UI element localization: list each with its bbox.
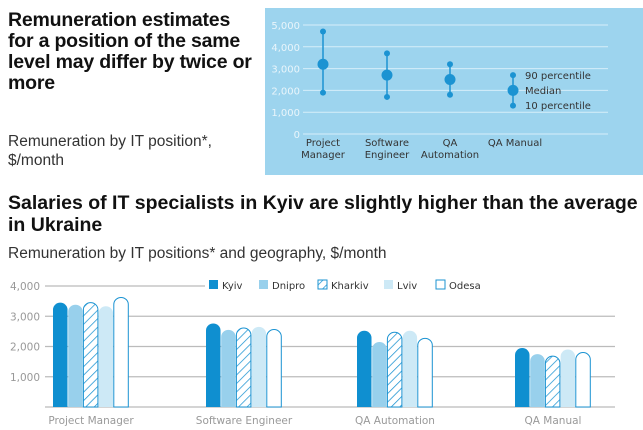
y-tick-label: 3,000 bbox=[271, 65, 300, 76]
bar-dnipro bbox=[68, 304, 83, 407]
legend-p90: 90 percentile bbox=[525, 71, 591, 82]
legend-label: Kyiv bbox=[222, 281, 243, 292]
bar-kharkiv bbox=[235, 327, 252, 408]
legend-label: Kharkiv bbox=[331, 281, 369, 292]
bar-kyiv bbox=[206, 323, 221, 407]
x-tick-label: QA Manual bbox=[525, 415, 582, 427]
legend-swatch-kharkiv bbox=[317, 279, 328, 290]
y-tick-label: 0 bbox=[294, 130, 300, 141]
median-point bbox=[507, 84, 519, 96]
bar-lviv bbox=[251, 326, 267, 407]
y-tick-label: 2,000 bbox=[271, 86, 300, 97]
bar-lviv bbox=[98, 306, 114, 407]
bar-kharkiv bbox=[386, 331, 403, 408]
legend-swatch-dnipro bbox=[259, 280, 268, 289]
legend-swatch-odesa bbox=[435, 279, 446, 290]
median-point bbox=[444, 74, 456, 85]
bottom-subtitle: Remuneration by IT positions* and geogra… bbox=[8, 245, 387, 262]
bar-odesa bbox=[113, 297, 129, 408]
chart-panel bbox=[265, 8, 643, 175]
x-tick-label: Manager bbox=[301, 150, 346, 161]
x-tick-label: Project bbox=[306, 138, 340, 149]
bar-dnipro bbox=[221, 329, 236, 407]
median-point bbox=[381, 69, 393, 81]
bar-odesa bbox=[417, 337, 433, 408]
x-tick-label: Automation bbox=[421, 150, 479, 161]
legend-label: Lviv bbox=[397, 281, 417, 292]
bottom-heading: Salaries of IT specialists in Kyiv are s… bbox=[8, 192, 638, 236]
y-tick-label: 2,000 bbox=[10, 342, 40, 354]
bar-odesa bbox=[575, 352, 591, 408]
top-heading: Remuneration estimates for a position of… bbox=[8, 9, 252, 94]
bar-dnipro bbox=[372, 341, 387, 407]
bar-kyiv bbox=[357, 330, 372, 407]
y-tick-label: 1,000 bbox=[271, 108, 300, 119]
bar-kyiv bbox=[53, 302, 68, 407]
y-tick-label: 1,000 bbox=[10, 372, 40, 384]
y-tick-label: 3,000 bbox=[10, 311, 40, 323]
legend-median: Median bbox=[525, 86, 561, 97]
p10-point bbox=[447, 91, 453, 98]
legend-swatch-kyiv bbox=[209, 280, 218, 289]
top-subtitle: Remuneration by IT position*, $/month bbox=[8, 133, 212, 169]
bar-lviv bbox=[402, 330, 418, 407]
p90-point bbox=[510, 72, 516, 79]
y-tick-label: 5,000 bbox=[271, 21, 300, 32]
p90-point bbox=[384, 50, 390, 57]
median-point bbox=[317, 58, 329, 70]
bar-dnipro bbox=[530, 354, 545, 407]
y-tick-label: 4,000 bbox=[271, 43, 300, 54]
p10-point bbox=[510, 102, 516, 109]
p10-point bbox=[384, 93, 390, 100]
x-tick-label: QA Manual bbox=[488, 138, 542, 149]
p90-point bbox=[320, 28, 326, 35]
p10-point bbox=[320, 89, 326, 96]
x-tick-label: Software Engineer bbox=[196, 415, 293, 427]
legend-swatch-lviv bbox=[384, 280, 393, 289]
legend-p10: 10 percentile bbox=[525, 101, 591, 112]
x-tick-label: Engineer bbox=[365, 150, 410, 161]
legend-label: Dnipro bbox=[272, 281, 305, 292]
x-tick-label: Project Manager bbox=[48, 415, 134, 427]
y-tick-label: 4,000 bbox=[10, 281, 40, 293]
x-tick-label: QA bbox=[443, 138, 458, 149]
x-tick-label: QA Automation bbox=[355, 415, 435, 427]
bar-lviv bbox=[560, 349, 576, 407]
bar-kharkiv bbox=[544, 355, 561, 408]
legend-label: Odesa bbox=[449, 281, 481, 292]
bar-kharkiv bbox=[82, 302, 99, 408]
bar-kyiv bbox=[515, 348, 530, 407]
bar-odesa bbox=[266, 329, 282, 408]
p90-point bbox=[447, 61, 453, 68]
x-tick-label: Software bbox=[365, 138, 409, 149]
